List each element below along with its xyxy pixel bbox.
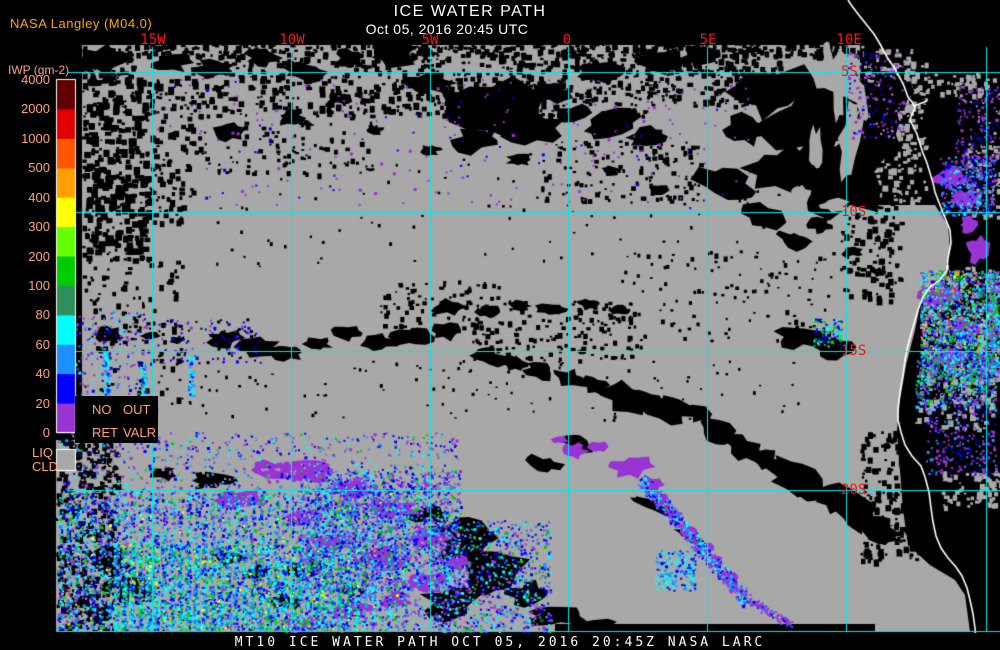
liquid-cloud-label-line2: CLD [32,459,59,474]
flag-no-label: NO [92,402,112,417]
flag-valr-label: VALR [123,425,156,440]
colorbar-tick: 4000 [21,72,50,87]
longitude-label: 10W [279,32,305,48]
longitude-label: 5E [699,32,717,48]
colorbar-tick: 20 [35,395,50,411]
colorbar-label: IWP (gm-2) [8,63,70,77]
datetime-label: Oct 05, 2016 20:45 UTC [365,21,529,37]
status-text: MT10 ICE WATER PATH OCT 05, 2016 20:45Z … [234,635,766,650]
colorbar-tick: 40 [35,366,50,382]
nasa-credit-label: NASA Langley (M04.0) [10,16,153,31]
colorbar-tick: 100 [28,277,50,293]
flag-out-label: OUT [123,402,151,417]
longitude-label: 15W [140,32,166,48]
latitude-label: 20S [841,482,867,498]
longitude-label: 5W [421,32,439,48]
latitude-label: 5S [841,64,858,80]
longitude-label: 0 [562,32,572,48]
colorbar-tick: 60 [35,336,50,352]
colorbar-tick: 2000 [21,101,50,117]
liquid-cloud-label-line1: LIQ [32,445,53,460]
page-title: ICE WATER PATH [393,3,547,20]
longitude-label: 10E [836,32,862,48]
colorbar-tick: 200 [28,248,50,264]
colorbar-tick: 80 [35,307,50,323]
colorbar-tick: 0 [42,425,50,440]
colorbar-tick: 500 [28,160,50,176]
retrieval-flags-legend: NO OUT RET VALR [75,396,158,443]
latitude-label: 10S [841,204,867,220]
status-bar: MT10 ICE WATER PATH OCT 05, 2016 20:45Z … [0,633,1000,650]
flag-ret-label: RET [92,425,118,440]
colorbar-tick: 1000 [21,130,50,146]
latitude-label: 15S [841,343,867,359]
colorbar-tick: 300 [28,219,50,235]
colorbar-tick: 400 [28,189,50,205]
